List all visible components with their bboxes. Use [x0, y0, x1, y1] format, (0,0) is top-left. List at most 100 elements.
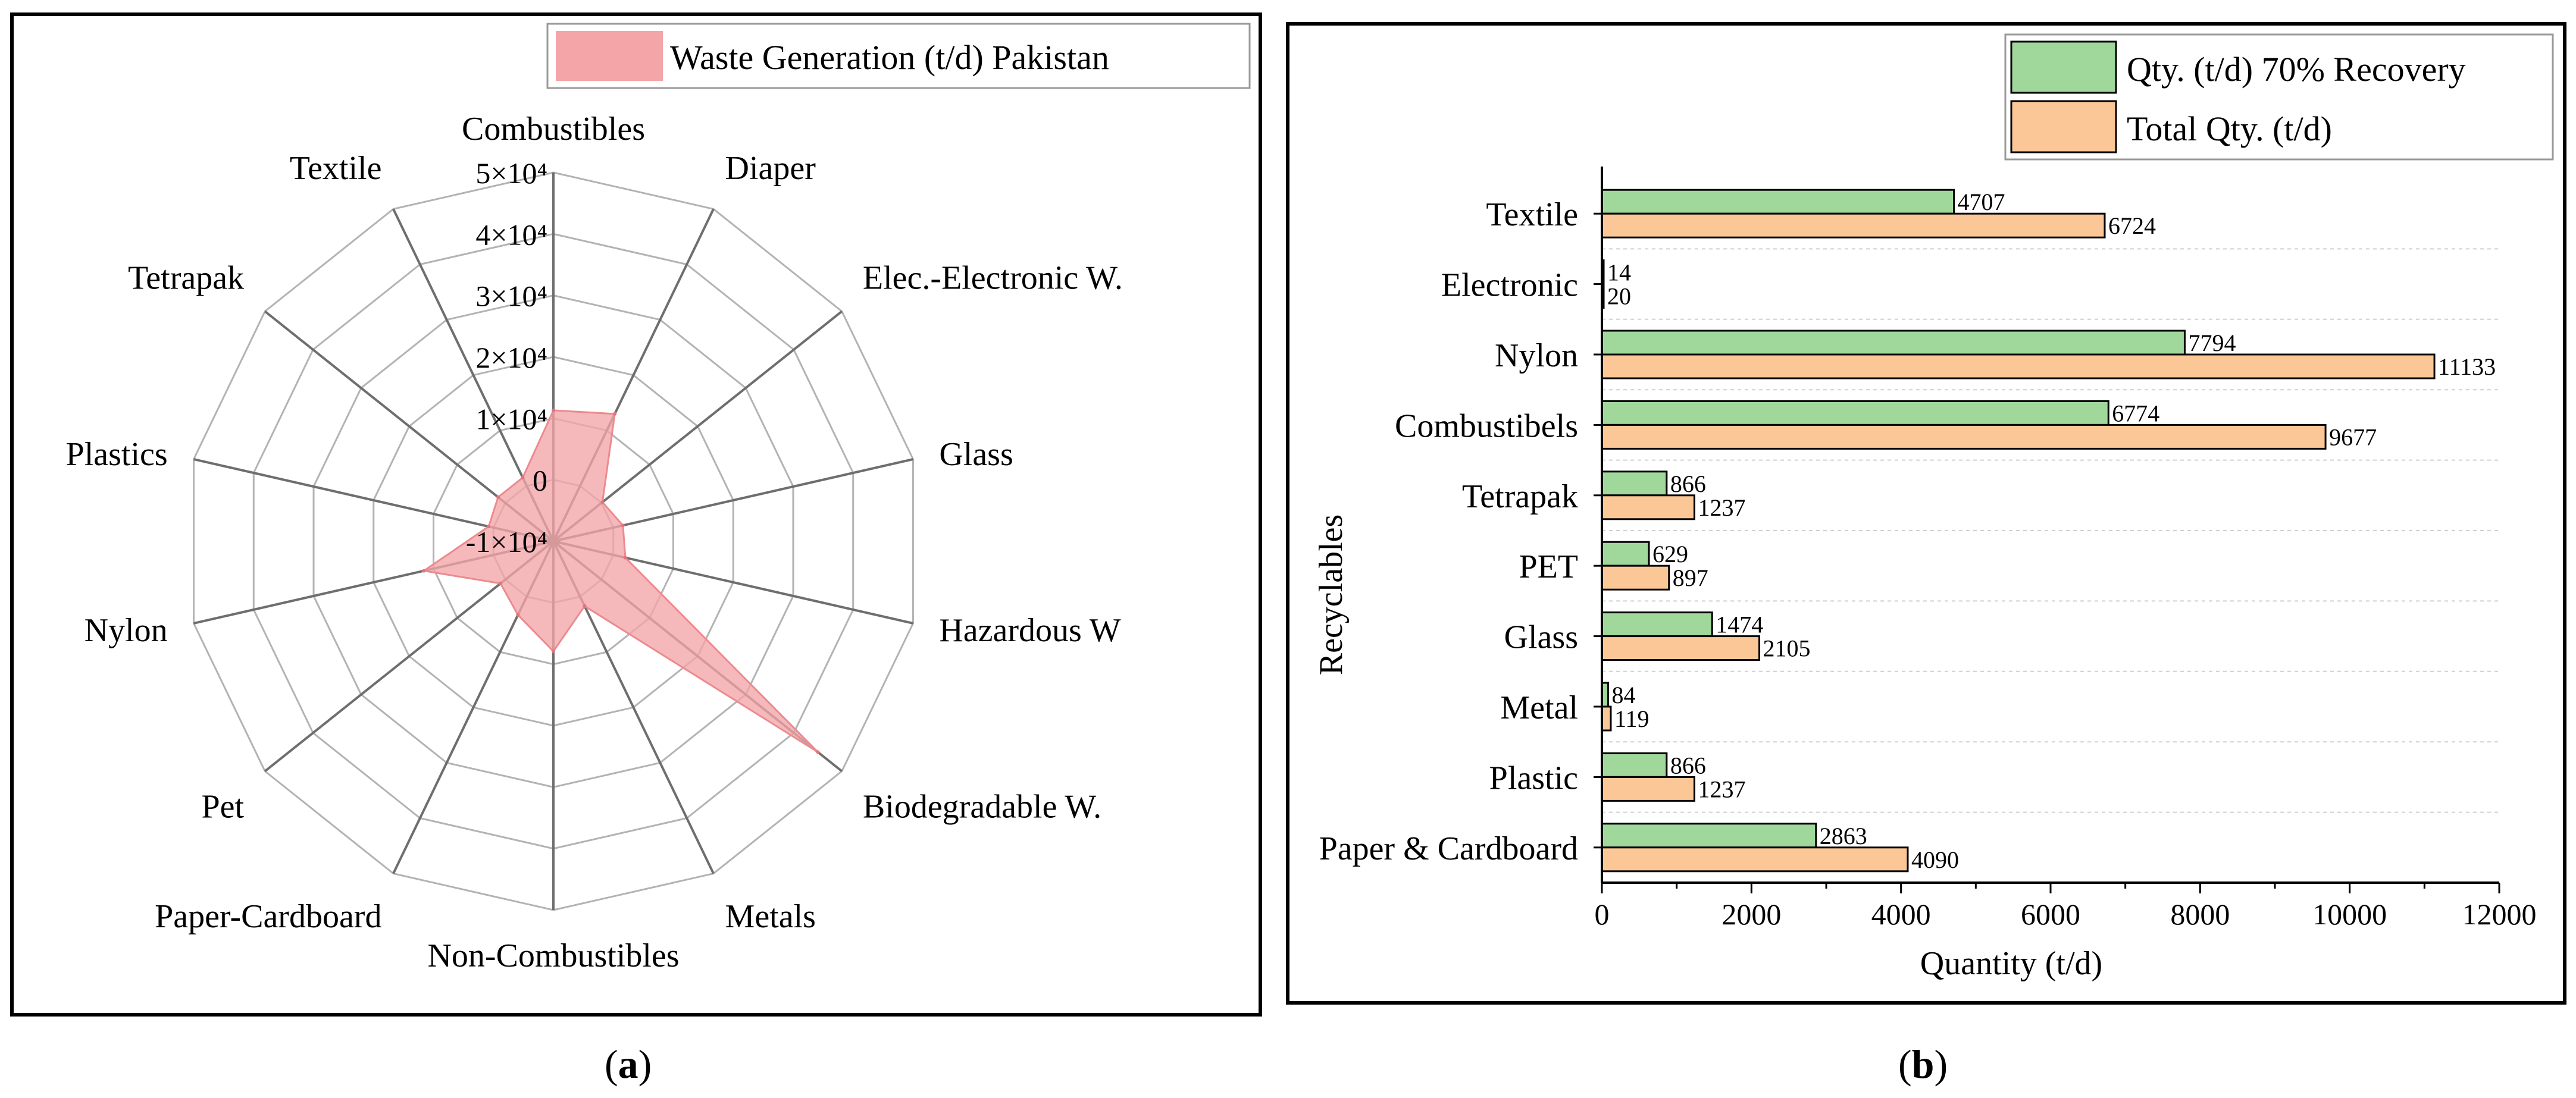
radar-category-tetrapak: Tetrapak — [128, 259, 244, 296]
bar-value-label: 7794 — [2188, 330, 2236, 356]
bar-category-tetrapak: Tetrapak — [1462, 478, 1578, 515]
bar-value-label: 4707 — [1958, 189, 2005, 215]
bar-qty-t-d-70-recovery-glass — [1601, 611, 1713, 638]
bar-total-qty-t-d-plastic — [1601, 776, 1695, 802]
bar-total-qty-t-d-glass — [1601, 635, 1761, 661]
radar-tick-label: 1×10⁴ — [475, 402, 547, 435]
radar-tick-label: 4×10⁴ — [475, 218, 547, 251]
bar-value-label: 897 — [1673, 564, 1708, 591]
bar-qty-t-d-70-recovery-textile — [1601, 189, 1955, 215]
bar-value-label: 4090 — [1911, 846, 1959, 873]
panel-a-caption: (a) — [605, 1041, 652, 1087]
bar-value-label: 84 — [1612, 682, 1636, 708]
bar-qty-t-d-70-recovery-plastic — [1601, 752, 1668, 778]
bar-category-pet: PET — [1519, 548, 1578, 585]
radar-category-glass: Glass — [939, 436, 1013, 473]
radar-tick-label: 2×10⁴ — [475, 341, 547, 374]
radar-category-nylon: Nylon — [84, 612, 168, 649]
bar-total-qty-t-d-metal — [1601, 705, 1612, 732]
bar-qty-t-d-70-recovery-pet — [1601, 541, 1650, 567]
bar-x-tick-label: 8000 — [2170, 898, 2230, 931]
bar-total-qty-t-d-combustibels — [1601, 423, 2327, 450]
radar-category-diaper: Diaper — [725, 150, 816, 187]
bar-category-glass: Glass — [1504, 619, 1578, 656]
panel-a-letter: a — [618, 1041, 638, 1087]
bar-category-nylon: Nylon — [1495, 337, 1578, 374]
radar-point-biodegradable-w — [816, 750, 820, 754]
bar-total-qty-t-d-pet — [1601, 564, 1670, 591]
bar-x-tick-label: 0 — [1595, 898, 1610, 931]
bar-category-plastic: Plastic — [1489, 760, 1578, 796]
panel-a-frame — [10, 12, 1262, 1017]
radar-legend-label: Waste Generation (t/d) Pakistan — [670, 38, 1109, 77]
radar-category-hazardous-w: Hazardous W — [939, 612, 1120, 649]
radar-point-textile — [521, 475, 525, 479]
radar-series-area — [421, 409, 819, 753]
bar-value-label: 1237 — [1698, 776, 1745, 802]
bar-x-tick-label: 4000 — [1871, 898, 1931, 931]
bar-x-tick-label: 2000 — [1721, 898, 1781, 931]
radar-category-non-combustibles: Non-Combustibles — [427, 937, 679, 974]
radar-legend-box — [546, 23, 1251, 89]
bar-value-label: 866 — [1670, 752, 1706, 779]
bar-total-qty-t-d-paper-cardboard — [1601, 846, 1909, 873]
radar-category-metals: Metals — [725, 898, 816, 935]
panel-b-caption: (b) — [1898, 1041, 1948, 1087]
bar-axes: 0 2000 4000 6000 8000 10000 12000 — [1594, 167, 2537, 931]
radar-tick-label: -1×10⁴ — [466, 525, 547, 559]
panel-b-frame — [1286, 22, 2566, 1005]
bar-value-label: 1237 — [1698, 494, 1745, 521]
radar-legend: Waste Generation (t/d) Pakistan — [546, 23, 1251, 89]
radar-category-plastics: Plastics — [66, 436, 168, 473]
bar-qty-t-d-70-recovery-nylon — [1601, 330, 2186, 356]
radar-tick-label: 5×10⁴ — [475, 156, 547, 190]
radar-area — [421, 408, 820, 754]
bar-x-tick-label: 12000 — [2462, 898, 2537, 931]
radar-category-paper-cardboard: Paper-Cardboard — [155, 898, 381, 935]
radar-point-tetrapak — [496, 495, 500, 499]
bar-value-label: 119 — [1614, 705, 1649, 732]
bar-value-label: 9677 — [2329, 423, 2377, 450]
radar-point-plastics — [487, 525, 491, 529]
radar-point-pet — [499, 581, 503, 585]
radar-point-hazardous-w — [623, 556, 627, 560]
radar-category-elec-electronic-w: Elec.-Electronic W. — [863, 259, 1123, 296]
bar-x-tick-label: 10000 — [2312, 898, 2387, 931]
bar-value-label: 2863 — [1820, 823, 1867, 849]
radar-point-diaper — [613, 412, 617, 416]
bar-value-label: 629 — [1652, 541, 1688, 567]
bar-value-label: 6774 — [2112, 400, 2159, 426]
bar-category-combustibels: Combustibels — [1395, 407, 1578, 444]
bar-qty-t-d-70-recovery-combustibels — [1601, 400, 2109, 426]
radar-category-combustibles: Combustibles — [462, 111, 645, 148]
radar-category-pet: Pet — [202, 789, 245, 826]
bar-total-qty-t-d-tetrapak — [1601, 494, 1695, 520]
bar-legend-label-total: Total Qty. (t/d) — [2127, 109, 2332, 148]
bar-value-label: 20 — [1607, 283, 1631, 310]
bar-legend-label-recovery: Qty. (t/d) 70% Recovery — [2127, 50, 2466, 89]
bar-category-textile: Textile — [1486, 196, 1578, 233]
radar-tick-label: 3×10⁴ — [475, 280, 547, 313]
radar-point-nylon — [422, 569, 426, 573]
bar-qty-t-d-70-recovery-paper-cardboard — [1601, 823, 1817, 849]
radar-tick-label: 0 — [533, 464, 547, 497]
radar-point-paper-cardboard — [516, 613, 520, 617]
bar-legend: Qty. (t/d) 70% Recovery Total Qty. (t/d) — [2004, 33, 2554, 161]
bar-x-axis-label: Quantity (t/d) — [1920, 945, 2102, 982]
bar-value-label: 2105 — [1763, 635, 1811, 662]
bar-x-tick-label: 6000 — [2021, 898, 2080, 931]
radar-point-metals — [583, 604, 587, 608]
bar-value-label: 866 — [1670, 470, 1706, 497]
bar-value-label: 11133 — [2438, 353, 2496, 380]
bar-qty-t-d-70-recovery-tetrapak — [1601, 470, 1668, 497]
bar-category-metal: Metal — [1500, 689, 1578, 726]
radar-category-textile: Textile — [290, 150, 382, 187]
radar-category-labels: Combustibles Diaper Elec.-Electronic W. Gla… — [66, 111, 1123, 974]
radar-radial-ticks: -1×10⁴ 0 1×10⁴ 2×10⁴ 3×10⁴ 4×10⁴ 5×10⁴ — [466, 156, 547, 559]
radar-legend-swatch — [556, 31, 663, 81]
radar-point-non-combustibles — [552, 649, 555, 653]
radar-point-elec-electronic-w — [600, 500, 605, 504]
bar-legend-swatch-total — [2010, 100, 2117, 153]
